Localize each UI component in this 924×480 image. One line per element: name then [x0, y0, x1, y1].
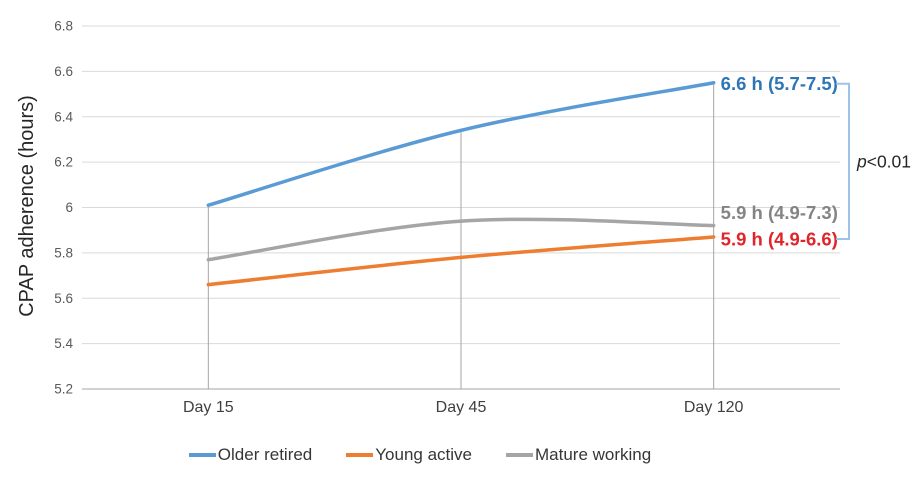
legend-line-swatch: [188, 453, 216, 457]
y-tick-label: 5.4: [54, 336, 73, 351]
legend-line-swatch: [506, 453, 533, 457]
p-value-annotation: p<0.01: [856, 151, 911, 171]
y-tick-label: 5.8: [54, 245, 73, 260]
legend-line-swatch: [346, 453, 374, 457]
series-line-mature-working: [206, 217, 716, 262]
x-category-label: Day 15: [183, 399, 234, 416]
legend-label: Older retired: [217, 445, 313, 464]
end-label-older-retired: 6.6 h (5.7-7.5): [721, 73, 838, 94]
series-line-young-active: [206, 235, 716, 287]
y-tick-label: 6.4: [54, 109, 73, 124]
series-line-older-retired: [206, 80, 716, 207]
comparison-bracket: [836, 82, 850, 240]
legend-label: Young active: [375, 445, 472, 464]
legend-item-young-active: Young active: [346, 445, 472, 465]
y-tick-label: 6.8: [54, 19, 73, 34]
legend-label: Mature working: [535, 445, 652, 464]
y-tick-label: 6.6: [54, 64, 73, 79]
chart-legend: Older retired Young active Mature working: [0, 440, 840, 470]
plot-area: 6.8 6.6 6.4 6.2 6 5.8 5.6 5.4 5.2 6.6 h (5.7-7.5)…: [16, 19, 911, 417]
y-tick-label: 6.2: [54, 155, 73, 170]
y-tick-label: 5.2: [54, 382, 73, 397]
end-label-mature-working: 5.9 h (4.9-7.3): [721, 202, 838, 223]
end-label-young-active: 5.9 h (4.9-6.6): [721, 228, 838, 249]
x-category-label: Day 45: [436, 399, 487, 416]
y-tick-label: 6: [65, 200, 73, 215]
p-value-rest: <0.01: [867, 151, 911, 171]
legend-item-mature-working: Mature working: [506, 445, 651, 465]
legend-item-older-retired: Older retired: [188, 445, 313, 465]
y-tick-label: 5.6: [54, 291, 73, 306]
y-axis-title: CPAP adherence (hours): [16, 95, 38, 317]
x-category-label: Day 120: [684, 399, 744, 416]
p-value-italic: p: [856, 151, 867, 171]
